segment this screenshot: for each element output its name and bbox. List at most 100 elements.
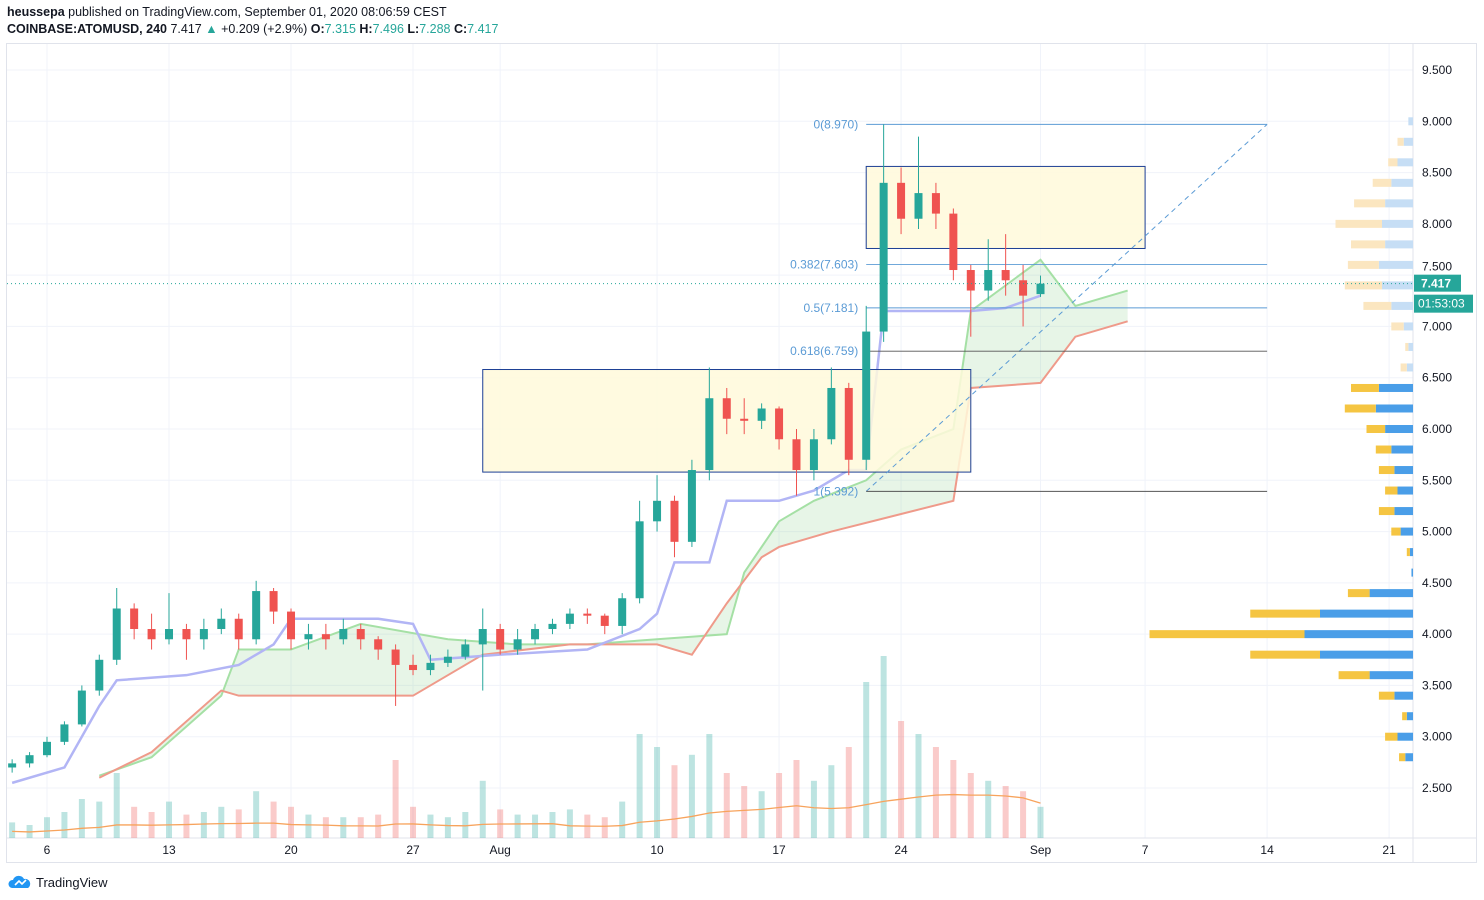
candle-body	[548, 623, 557, 630]
y-tick-label: 5.000	[1422, 525, 1452, 539]
candle-body	[147, 629, 156, 640]
volume-bar	[758, 791, 765, 838]
publish-info: heussepa published on TradingView.com, S…	[7, 5, 447, 19]
y-tick-label: 7.500	[1422, 260, 1452, 274]
x-tick-label: 6	[44, 843, 51, 857]
volume-profile-down-bar	[1391, 178, 1413, 187]
y-tick-label: 9.500	[1422, 63, 1452, 77]
volume-bar	[392, 760, 399, 838]
tradingview-logo[interactable]: TradingView	[8, 874, 108, 890]
volume-profile-down-bar	[1406, 712, 1413, 721]
volume-profile-up-bar	[1375, 445, 1392, 454]
candle-body	[443, 656, 452, 663]
y-tick-label: 6.000	[1422, 422, 1452, 436]
volume-profile-up-bar	[1366, 425, 1386, 434]
volume-profile-up-bar	[1385, 732, 1398, 741]
volume-profile-down-bar	[1378, 383, 1413, 392]
volume-profile-down-bar	[1385, 425, 1413, 434]
volume-profile-down-bar	[1406, 363, 1413, 372]
volume-profile-down-bar	[1320, 650, 1413, 659]
volume-profile-down-bar	[1397, 732, 1413, 741]
x-tick-label: 10	[650, 843, 664, 857]
close-value: 7.417	[467, 22, 499, 36]
candle-body	[670, 500, 679, 542]
high-label: H:	[359, 22, 373, 36]
volume-profile-up-bar	[1347, 260, 1379, 269]
countdown-badge	[1414, 294, 1473, 313]
volume-bar	[549, 812, 556, 838]
change: +0.209 (+2.9%)	[221, 22, 308, 36]
candle-body	[757, 408, 766, 421]
volume-profile-down-bar	[1408, 117, 1413, 126]
volume-bar	[322, 817, 329, 838]
volume-bar	[828, 765, 835, 838]
volume-profile-down-bar	[1411, 568, 1413, 577]
x-tick-label: Aug	[490, 843, 511, 857]
volume-profile-up-bar	[1347, 589, 1370, 598]
volume-bar	[810, 780, 817, 838]
volume-profile-up-bar	[1400, 363, 1407, 372]
volume-bar	[723, 773, 730, 838]
candle-body	[252, 591, 261, 640]
volume-bar	[44, 817, 50, 838]
candle-body	[199, 629, 208, 640]
volume-bar	[288, 806, 295, 838]
candle-body	[931, 193, 940, 214]
volume-profile-up-bar	[1388, 158, 1398, 167]
candle-body	[409, 664, 418, 671]
candle-body	[635, 521, 644, 599]
x-tick-label: Sep	[1030, 843, 1052, 857]
low-label: L:	[407, 22, 420, 36]
candle-body	[687, 470, 696, 542]
ichimoku-span-b	[98, 320, 1128, 779]
fib-level-label: 0.382(7.603)	[790, 258, 858, 272]
candle-body	[879, 182, 888, 332]
close-label: C:	[453, 22, 468, 36]
y-tick-label: 3.000	[1422, 730, 1452, 744]
candle-body	[565, 613, 574, 624]
candle-body	[653, 500, 662, 522]
candle-body	[321, 634, 330, 640]
candle-body	[914, 193, 923, 219]
candle-body	[792, 439, 801, 471]
volume-bar	[340, 817, 347, 838]
candle-body	[583, 613, 592, 616]
volume-bar	[793, 760, 800, 838]
y-tick-label: 8.500	[1422, 166, 1452, 180]
volume-profile-up-bar	[1344, 404, 1376, 413]
volume-bar	[427, 814, 434, 838]
volume-profile-up-bar	[1391, 527, 1401, 536]
last-price: 7.417	[170, 22, 202, 36]
candle-body	[356, 629, 365, 640]
volume-profile-up-bar	[1351, 240, 1386, 249]
volume-bar	[898, 721, 905, 838]
candle-body	[496, 629, 505, 650]
fib-level-label: 0(8.970)	[814, 117, 859, 131]
symbol-legend: COINBASE:ATOMUSD, 240 7.417 ▲ +0.209 (+2…	[7, 22, 498, 36]
candle-body	[705, 398, 714, 471]
candle-body	[844, 387, 853, 460]
candle-body	[1001, 270, 1010, 281]
symbol: COINBASE:ATOMUSD, 240	[7, 22, 167, 36]
volume-profile-down-bar	[1394, 507, 1413, 516]
low-value: 7.288	[419, 22, 451, 36]
candle-body	[112, 608, 121, 660]
candle-body	[966, 270, 975, 291]
volume-bar	[462, 812, 469, 838]
volume-profile-down-bar	[1394, 466, 1413, 475]
volume-profile-down-bar	[1385, 240, 1413, 249]
volume-profile-up-bar	[1378, 691, 1395, 700]
volume-profile-up-bar	[1363, 301, 1392, 310]
volume-profile-down-bar	[1391, 301, 1413, 310]
open-label: O:	[310, 22, 325, 36]
volume-bar	[479, 780, 486, 838]
volume-profile-up-bar	[1335, 219, 1382, 228]
candle-body	[949, 213, 958, 271]
candle-body	[809, 439, 818, 471]
volume-bar	[113, 773, 120, 838]
y-tick-label: 7.000	[1422, 319, 1452, 333]
volume-profile-up-bar	[1338, 671, 1370, 680]
x-tick-label: 13	[162, 843, 176, 857]
volume-profile-down-bar	[1369, 589, 1413, 598]
